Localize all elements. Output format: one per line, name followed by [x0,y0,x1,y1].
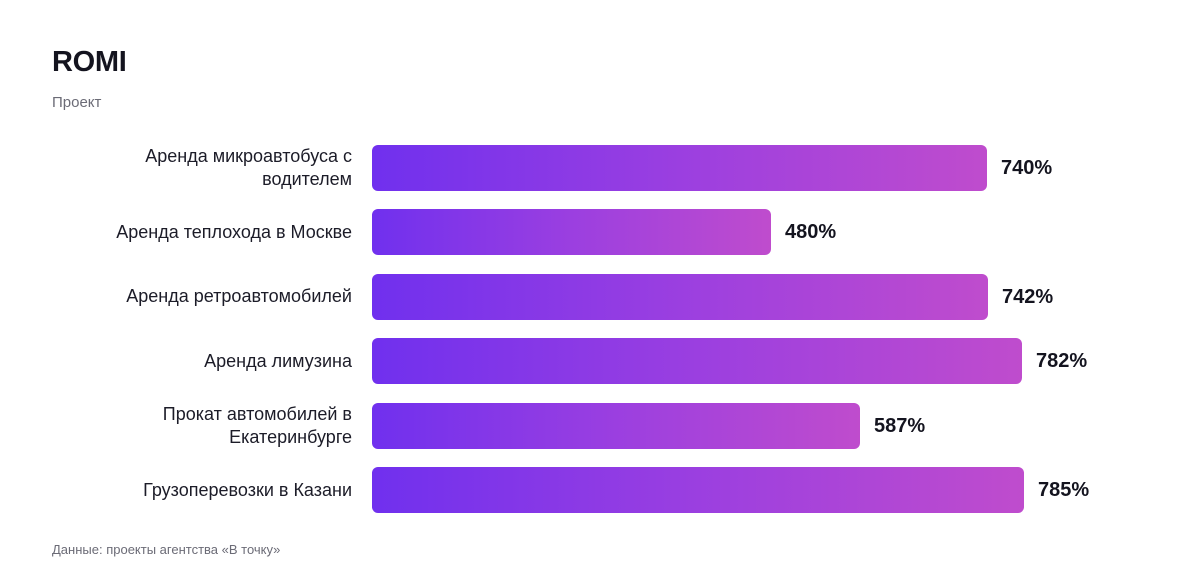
chart-subtitle: Проект [52,94,102,111]
bar-value-label: 587% [874,414,926,437]
bar [372,209,771,256]
bar [372,145,987,191]
bar [372,467,1024,513]
category-label: Аренда микроавтобуса с водителем [145,146,352,189]
bar-value-label: 740% [1001,157,1053,179]
category-label: Аренда лимузина [204,350,352,371]
bar-value-label: 782% [1036,350,1088,373]
bar [372,402,860,449]
category-label: Прокат автомобилей в Екатеринбурге [162,403,352,447]
bar-value-label: 742% [1002,285,1054,308]
chart-title: ROMI [52,46,127,78]
bar [372,273,988,320]
category-label: Аренда теплохода в Москве [116,221,352,242]
bar-value-label: 480% [785,221,837,244]
category-label: Грузоперевозки в Казани [143,479,352,500]
bar [372,338,1022,385]
category-label: Аренда ретроавтомобилей [126,286,352,307]
data-source-note: Данные: проекты агентства «В точку» [52,542,281,557]
bar-value-label: 785% [1038,479,1090,501]
